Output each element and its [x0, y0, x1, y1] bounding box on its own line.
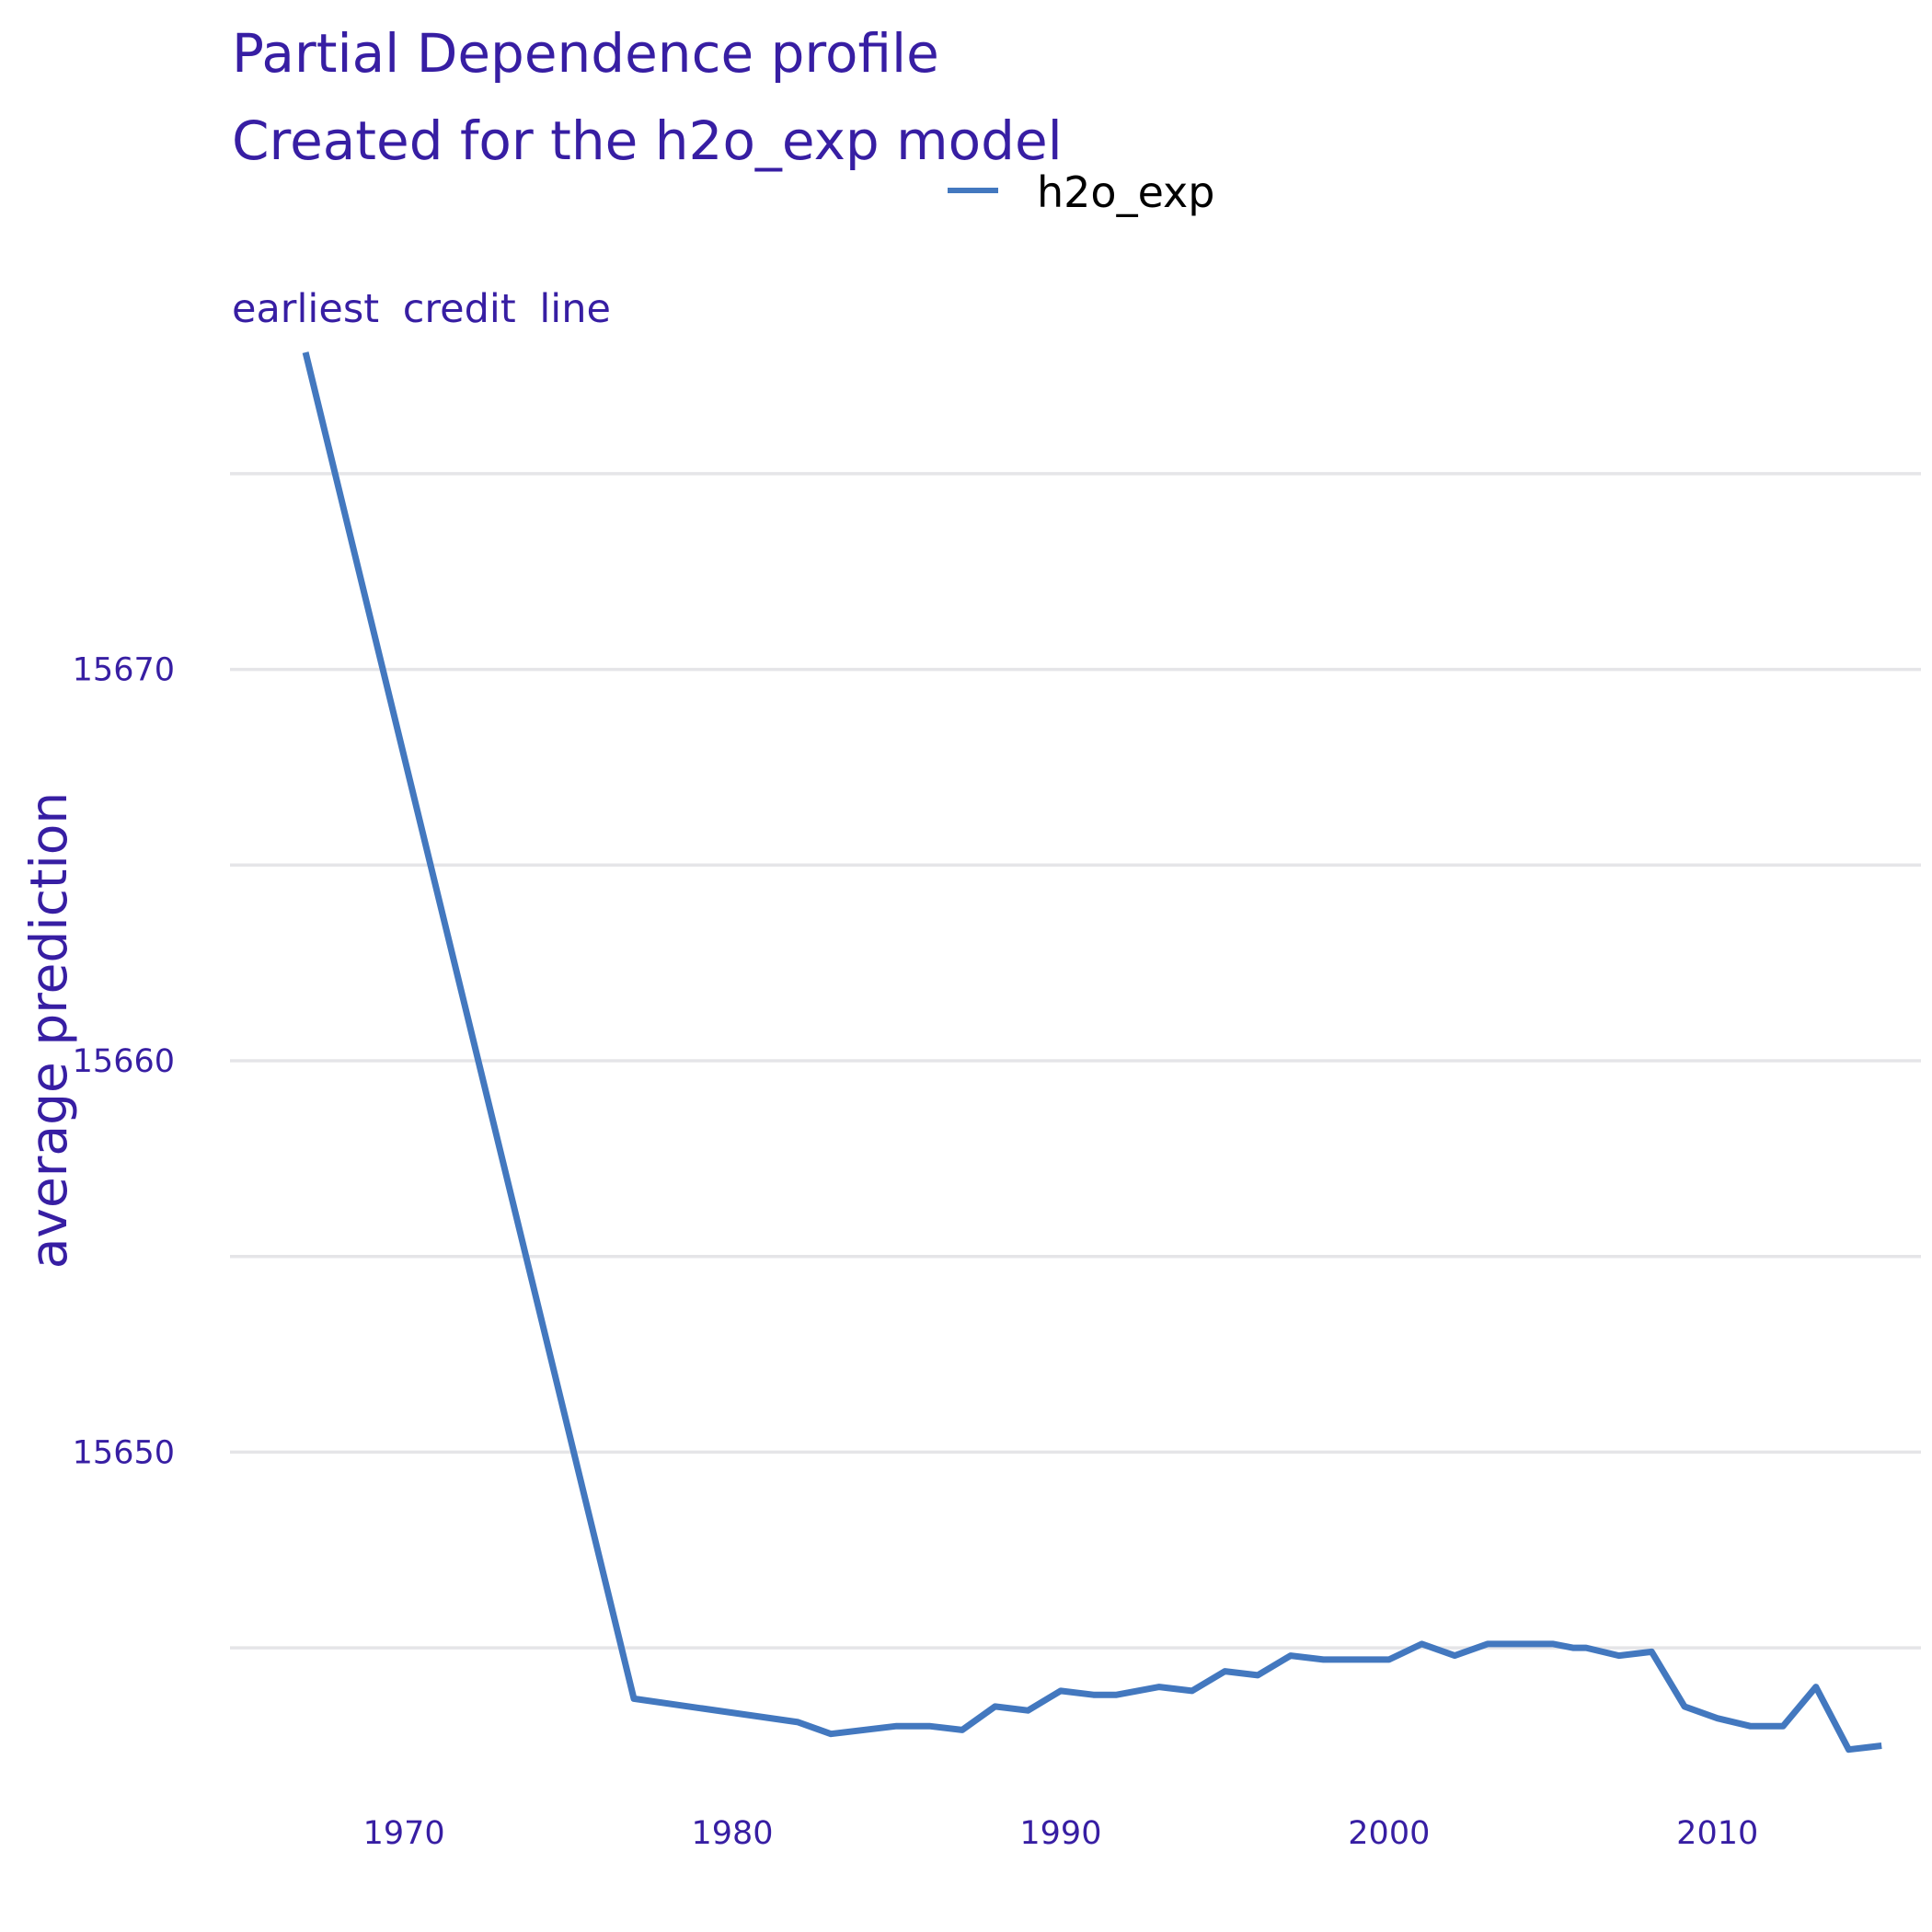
legend-label-h2o-exp: h2o_exp [1037, 167, 1214, 217]
x-tick-label: 1980 [692, 1815, 774, 1852]
series-group [302, 351, 1882, 1754]
facet-label: earliest credit line [232, 286, 611, 332]
y-axis-ticks: 15650 15660 15670 [73, 652, 175, 1472]
x-tick-label: 1970 [363, 1815, 445, 1852]
chart-subtitle: Created for the h2o_exp model [232, 109, 1063, 172]
x-tick-label: 1990 [1019, 1815, 1101, 1852]
y-axis-label: average prediction [19, 792, 78, 1270]
y-tick-label: 15670 [73, 652, 175, 689]
y-tick-label: 15660 [73, 1043, 175, 1080]
x-tick-label: 2000 [1348, 1815, 1430, 1852]
chart-title: Partial Dependence profile [232, 22, 939, 85]
x-axis-ticks: 1970 1980 1990 2000 2010 [363, 1815, 1759, 1852]
legend: h2o_exp [948, 167, 1214, 217]
x-tick-label: 2010 [1676, 1815, 1758, 1852]
y-tick-label: 15650 [73, 1434, 175, 1471]
series-line-h2o-exp [302, 351, 1882, 1754]
gridlines [230, 472, 1921, 1650]
